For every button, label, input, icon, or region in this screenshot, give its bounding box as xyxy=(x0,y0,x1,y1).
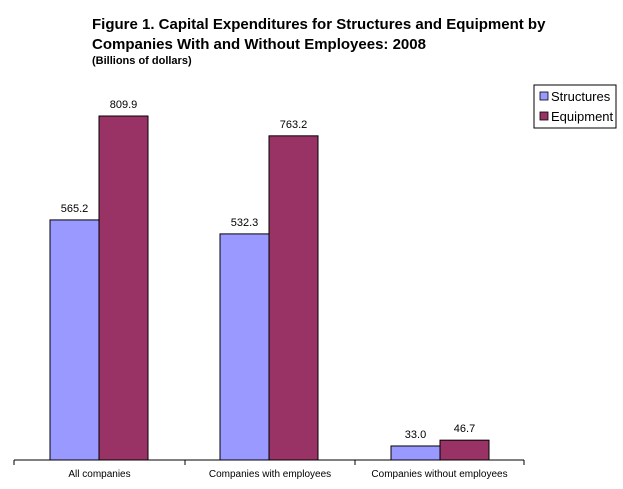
value-label-equipment-2: 46.7 xyxy=(454,423,475,435)
value-label-equipment-1: 763.2 xyxy=(280,119,308,131)
chart-subtitle: (Billions of dollars) xyxy=(92,55,192,67)
value-label-structures-2: 33.0 xyxy=(405,429,426,441)
category-label-2: Companies without employees xyxy=(371,469,507,480)
chart-title-line-2: Companies With and Without Employees: 20… xyxy=(92,36,426,53)
value-label-structures-1: 532.3 xyxy=(231,217,259,229)
bar-structures-0 xyxy=(49,219,100,461)
legend-swatch-structures xyxy=(539,91,549,101)
bar-equipment-1 xyxy=(268,135,319,461)
chart-title-line-1: Figure 1. Capital Expenditures for Struc… xyxy=(92,16,546,33)
legend-label-structures: Structures xyxy=(551,89,611,104)
legend-label-equipment: Equipment xyxy=(551,109,614,124)
bar-equipment-0 xyxy=(98,115,149,461)
value-label-equipment-0: 809.9 xyxy=(110,99,138,111)
bar-structures-2 xyxy=(390,445,441,461)
category-label-1: Companies with employees xyxy=(209,469,331,480)
legend-swatch-equipment xyxy=(539,111,549,121)
category-label-0: All companies xyxy=(68,469,130,480)
bars-group: 565.2 809.9 532.3 763.2 33.0 46.7 xyxy=(49,99,490,461)
bar-equipment-2 xyxy=(439,439,490,461)
bar-structures-1 xyxy=(219,233,270,461)
x-axis-ticks xyxy=(13,460,525,465)
legend: Structures Equipment xyxy=(533,84,617,129)
category-labels: All companies Companies with employees Com… xyxy=(68,469,507,480)
value-label-structures-0: 565.2 xyxy=(61,203,89,215)
